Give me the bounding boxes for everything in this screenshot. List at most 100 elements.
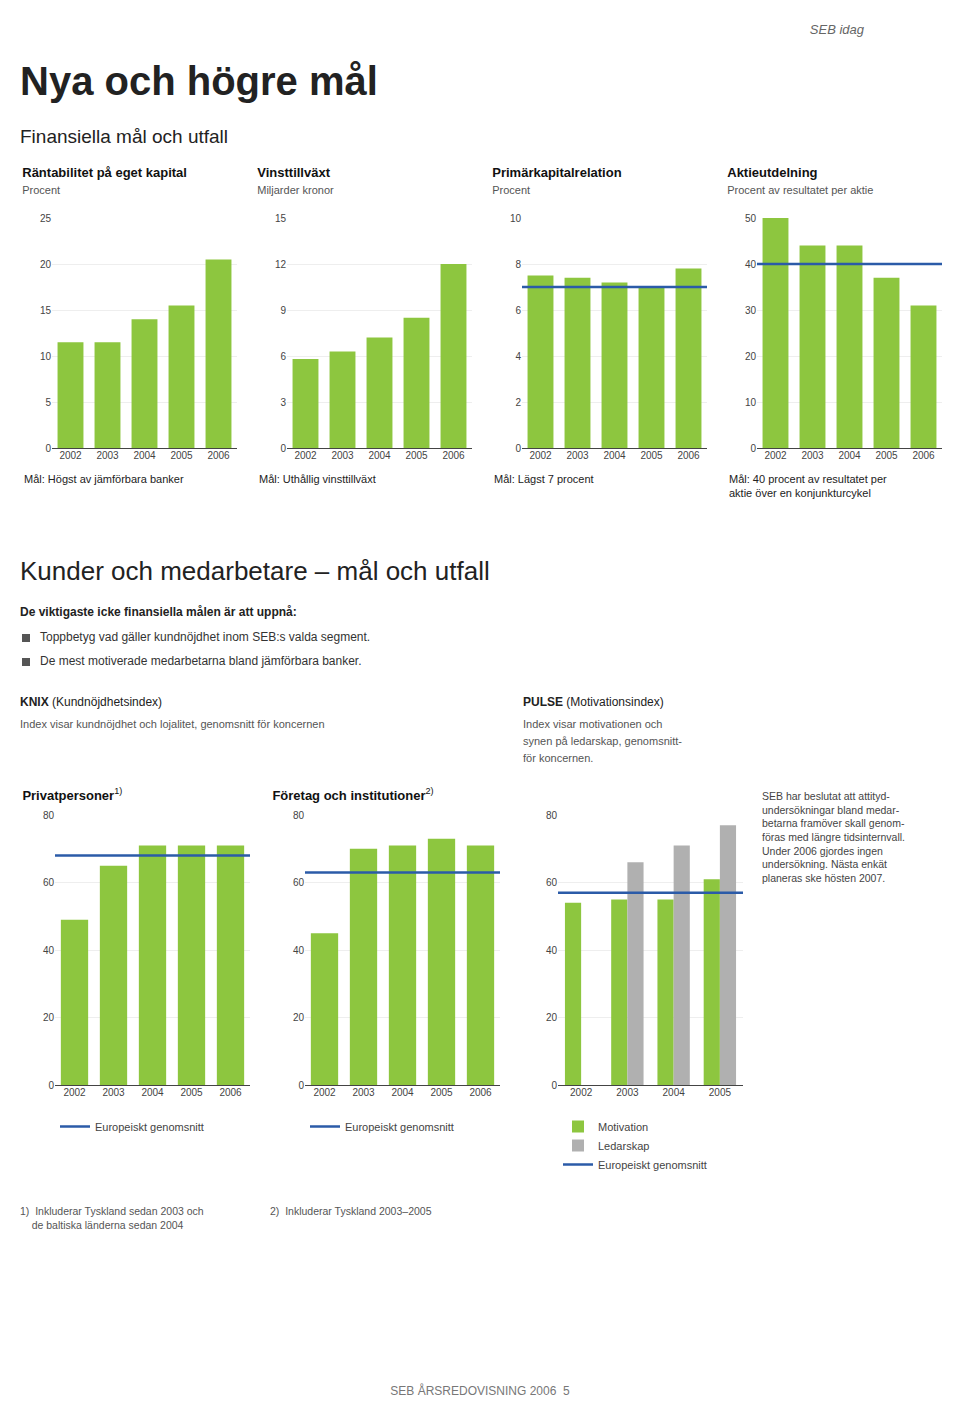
svg-text:10: 10	[40, 351, 52, 362]
svg-text:10: 10	[745, 397, 757, 408]
svg-text:20: 20	[546, 1012, 558, 1023]
svg-text:80: 80	[546, 810, 558, 821]
svg-text:2004: 2004	[368, 450, 391, 461]
html-text:De mest motiverade medarbetarn: De mest motiverade medarbetarna bland jä…	[40, 654, 362, 668]
svg-text:40: 40	[293, 945, 305, 956]
svg-text:Ledarskap: Ledarskap	[598, 1140, 649, 1152]
svg-text:2004: 2004	[141, 1087, 164, 1098]
svg-text:2006: 2006	[469, 1087, 492, 1098]
svg-text:6: 6	[280, 351, 286, 362]
svg-text:20: 20	[293, 1012, 305, 1023]
svg-text:0: 0	[280, 443, 286, 454]
svg-text:2002: 2002	[570, 1087, 593, 1098]
svg-text:Europeiskt genomsnitt: Europeiskt genomsnitt	[95, 1121, 204, 1133]
svg-text:40: 40	[43, 945, 55, 956]
svg-text:50: 50	[745, 213, 757, 224]
html-text:Nya och högre mål: Nya och högre mål	[20, 59, 378, 103]
svg-text:Räntabilitet på eget kapitalPr: Räntabilitet på eget kapitalProcent	[22, 165, 187, 196]
svg-text:2002: 2002	[294, 450, 317, 461]
svg-text:20: 20	[40, 259, 52, 270]
svg-text:2002: 2002	[529, 450, 552, 461]
svg-text:Privatpersoner​1)​: Privatpersoner​1)​	[22, 786, 122, 802]
svg-text:Mål: Lägst 7 procent: Mål: Lägst 7 procent	[494, 473, 594, 485]
svg-text:Mål: Högst av jämförbara banke: Mål: Högst av jämförbara banker	[24, 473, 184, 485]
svg-text:2003: 2003	[616, 1087, 639, 1098]
svg-text:2006: 2006	[219, 1087, 242, 1098]
svg-text:30: 30	[745, 305, 757, 316]
svg-text:8: 8	[515, 259, 521, 270]
html-text:KNIX (Kundnöjdhetsindex): KNIX (Kundnöjdhetsindex)	[20, 695, 163, 709]
svg-text:2006: 2006	[207, 450, 230, 461]
svg-text:AktieutdelningProcent av resul: AktieutdelningProcent av resultatet per …	[727, 165, 873, 196]
svg-text:9: 9	[280, 305, 286, 316]
html-text:De viktigaste icke finansiella: De viktigaste icke finansiella målen är …	[20, 605, 297, 619]
svg-text:15: 15	[275, 213, 287, 224]
svg-text:0: 0	[48, 1080, 54, 1091]
svg-text:0: 0	[298, 1080, 304, 1091]
svg-text:2006: 2006	[442, 450, 465, 461]
svg-text:2003: 2003	[331, 450, 354, 461]
svg-text:2005: 2005	[405, 450, 428, 461]
svg-text:25: 25	[40, 213, 52, 224]
svg-text:VinsttillväxtMiljarder kronor: VinsttillväxtMiljarder kronor	[257, 165, 334, 196]
svg-text:60: 60	[293, 877, 305, 888]
svg-text:0: 0	[515, 443, 521, 454]
svg-text:80: 80	[293, 810, 305, 821]
html-text:SEB idag: SEB idag	[809, 22, 864, 37]
svg-text:60: 60	[43, 877, 55, 888]
svg-text:12: 12	[275, 259, 287, 270]
svg-text:2004: 2004	[391, 1087, 414, 1098]
html-text:Kunder och medarbetare – mål o: Kunder och medarbetare – mål och utfall	[20, 556, 490, 586]
svg-text:Europeiskt genomsnitt: Europeiskt genomsnitt	[598, 1159, 707, 1171]
html-text:Toppbetyg vad gäller kundnöjdh: Toppbetyg vad gäller kundnöjdhet inom SE…	[40, 630, 371, 644]
svg-text:2003: 2003	[801, 450, 824, 461]
svg-text:40: 40	[546, 945, 558, 956]
svg-text:Motivation: Motivation	[598, 1121, 648, 1133]
svg-text:2003: 2003	[566, 450, 589, 461]
svg-text:0: 0	[750, 443, 756, 454]
html-text:SEB ÅRSREDOVISNING 2006 5: SEB ÅRSREDOVISNING 2006 5	[390, 1384, 570, 1399]
svg-text:2004: 2004	[603, 450, 626, 461]
svg-text:2004: 2004	[133, 450, 156, 461]
svg-text:15: 15	[40, 305, 52, 316]
svg-text:60: 60	[546, 877, 558, 888]
svg-text:4: 4	[515, 351, 521, 362]
svg-text:2002: 2002	[313, 1087, 336, 1098]
svg-text:Mål: 40 procent av resultatet: Mål: 40 procent av resultatet peraktie ö…	[729, 473, 887, 499]
svg-text:2005: 2005	[875, 450, 898, 461]
svg-text:3: 3	[280, 397, 286, 408]
svg-text:2003: 2003	[352, 1087, 375, 1098]
svg-text:2004: 2004	[838, 450, 861, 461]
svg-text:20: 20	[43, 1012, 55, 1023]
svg-text:2005: 2005	[180, 1087, 203, 1098]
svg-text:2002: 2002	[59, 450, 82, 461]
html-text:PULSE (Motivationsindex): PULSE (Motivationsindex)	[523, 695, 664, 709]
svg-text:0: 0	[45, 443, 51, 454]
svg-text:PrimärkapitalrelationProcent: PrimärkapitalrelationProcent	[492, 165, 621, 196]
svg-text:2006: 2006	[677, 450, 700, 461]
svg-text:2: 2	[515, 397, 521, 408]
svg-text:2002: 2002	[63, 1087, 86, 1098]
svg-text:40: 40	[745, 259, 757, 270]
svg-text:Mål: Uthållig vinsttillväxt: Mål: Uthållig vinsttillväxt	[259, 473, 376, 485]
svg-text:0: 0	[551, 1080, 557, 1091]
svg-text:2002: 2002	[764, 450, 787, 461]
svg-text:5: 5	[45, 397, 51, 408]
svg-text:2006: 2006	[912, 450, 935, 461]
svg-text:2004: 2004	[663, 1087, 686, 1098]
svg-text:2003: 2003	[96, 450, 119, 461]
html-text:1) Inkluderar Tyskland sedan 2: 1) Inkluderar Tyskland sedan 2003 och de…	[20, 1205, 204, 1231]
svg-text:80: 80	[43, 810, 55, 821]
svg-text:Europeiskt genomsnitt: Europeiskt genomsnitt	[345, 1121, 454, 1133]
svg-text:2003: 2003	[102, 1087, 125, 1098]
svg-text:6: 6	[515, 305, 521, 316]
svg-text:Företag och institutioner​2)​: Företag och institutioner​2)​	[272, 786, 433, 802]
svg-text:10: 10	[510, 213, 522, 224]
svg-text:20: 20	[745, 351, 757, 362]
svg-text:2005: 2005	[709, 1087, 732, 1098]
svg-text:2005: 2005	[430, 1087, 453, 1098]
html-text:SEB har beslutat att attityd-: SEB har beslutat att attityd- undersökni…	[762, 790, 905, 884]
html-text:Finansiella mål och utfall: Finansiella mål och utfall	[20, 126, 228, 147]
svg-text:2005: 2005	[640, 450, 663, 461]
svg-text:2005: 2005	[170, 450, 193, 461]
